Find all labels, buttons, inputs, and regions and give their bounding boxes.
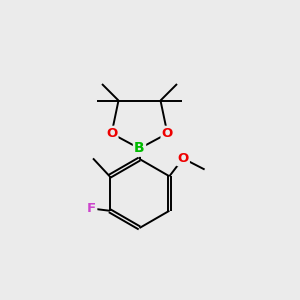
Text: O: O [106,127,117,140]
Text: O: O [162,127,173,140]
Text: B: B [134,142,145,155]
Text: O: O [177,152,189,165]
Text: F: F [87,202,96,215]
